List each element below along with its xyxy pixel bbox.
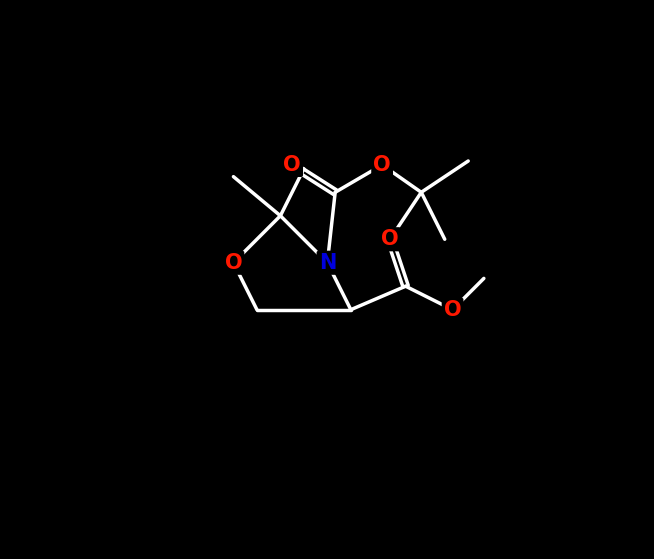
Text: O: O (381, 229, 399, 249)
Text: O: O (373, 155, 391, 175)
Text: O: O (224, 253, 242, 273)
Text: N: N (318, 253, 336, 273)
Text: O: O (444, 300, 461, 320)
Text: O: O (283, 155, 301, 175)
